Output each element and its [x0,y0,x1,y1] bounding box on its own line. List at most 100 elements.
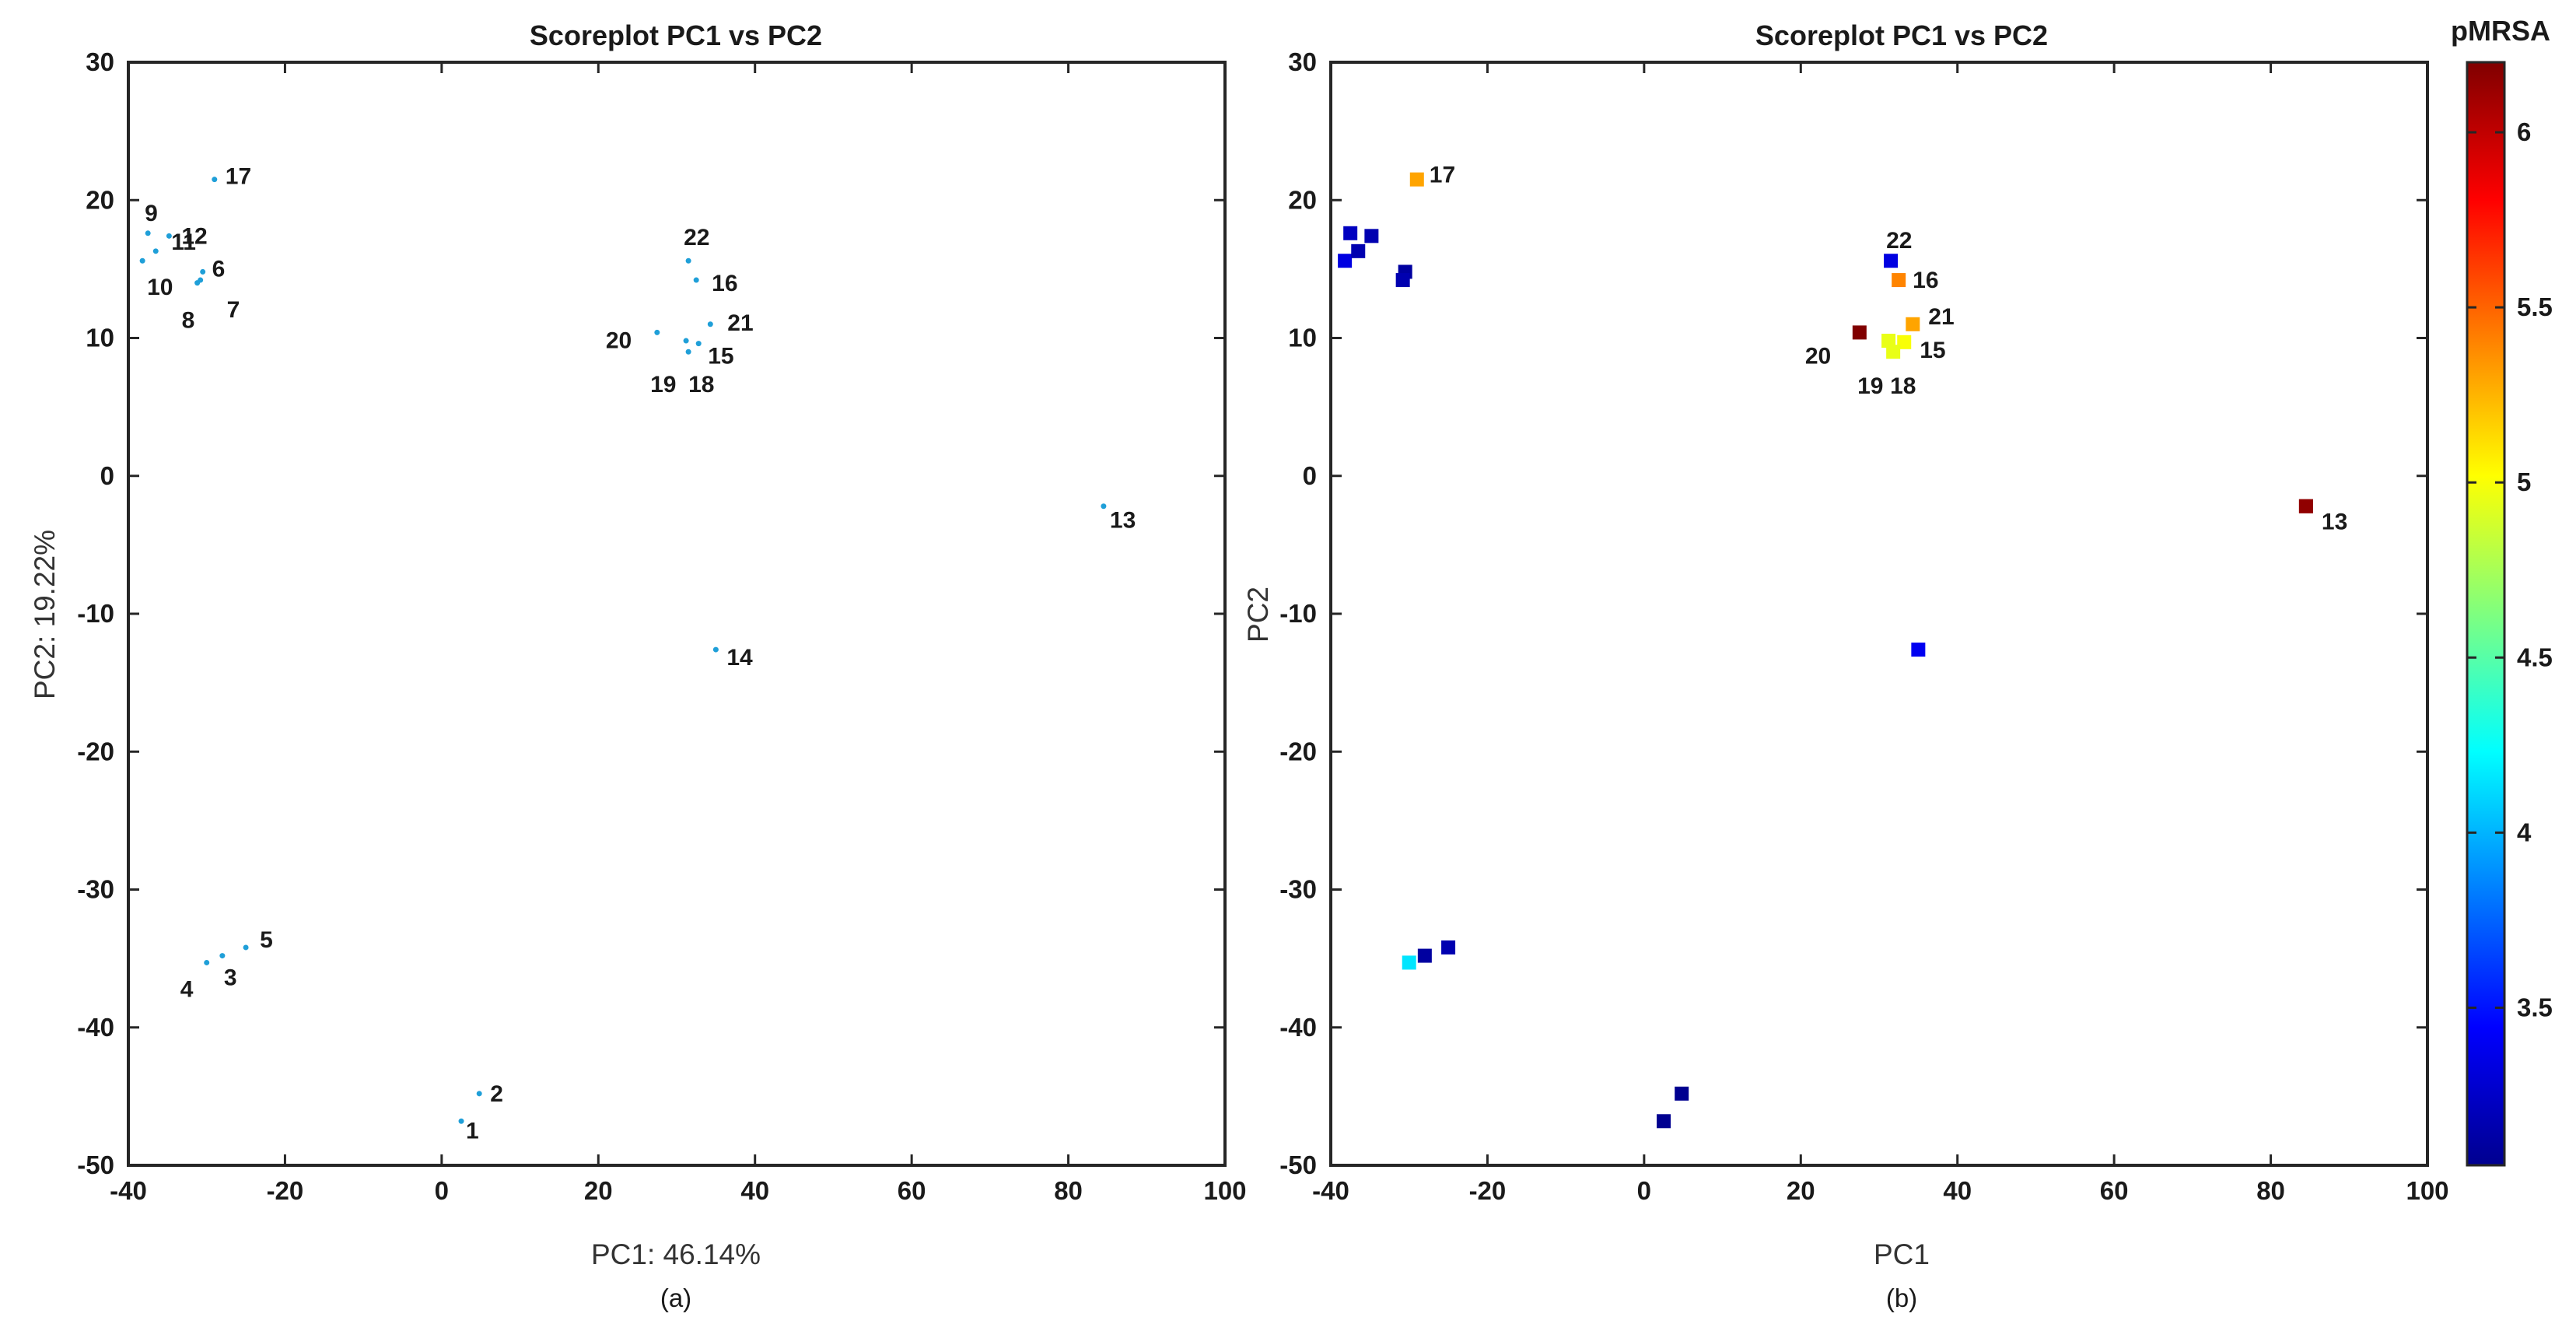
panel-b-marker-22 [1884,254,1899,268]
panel-a-caption: (a) [660,1284,691,1312]
panel-a-point-5 [243,944,249,951]
panel-b-point-label-22: 22 [1886,228,1912,254]
panel-b-marker [1911,643,1926,657]
panel-a-xtick-label: -20 [267,1176,304,1205]
colorbar-tick-label: 5 [2517,468,2531,496]
panel-a-point-label-14: 14 [726,645,753,671]
panel-a-point-label-22: 22 [684,225,709,250]
colorbar-tick-label: 4 [2517,818,2532,846]
panel-b-title: Scoreplot PC1 vs PC2 [1755,19,2048,51]
panel-b-ylabel: PC2 [1242,587,1274,643]
panel-a-point-2 [476,1091,482,1097]
panel-a-point-18 [685,349,691,355]
panel-b-xtick-label: 100 [2406,1176,2448,1205]
panel-a-ytick-label: -50 [77,1151,114,1179]
panel-a-xtick-label: 0 [435,1176,449,1205]
panel-b-ytick-label: -20 [1279,737,1317,765]
panel-b-point-label-18: 18 [1890,373,1916,399]
panel-a-point-label-8: 8 [182,308,195,334]
colorbar-tick-label: 6 [2517,117,2531,146]
panel-a-xtick-label: -40 [110,1176,147,1205]
panel-a-frame [127,61,1227,1167]
panel-a-point-label-5: 5 [260,927,273,953]
panel-b-points: 15 16 17 18 19 20 21 22 13 [1338,163,2347,1129]
panel-a-point-label-7: 7 [227,297,240,323]
panel-b-marker-17 [1409,172,1424,187]
panel-a-point-label-17: 17 [226,164,251,190]
panel-b-ytick-label: -30 [1279,875,1317,904]
panel-b-point-label-19: 19 [1857,373,1883,399]
panel-a-point-6 [200,268,206,275]
panel-b-ytick-label: -10 [1279,599,1317,628]
panel-b-ytick-label: 10 [1288,324,1317,352]
panel-a-point-9 [145,230,151,236]
panel-a-point-label-12: 12 [181,223,207,249]
panel-b-point-label-21: 21 [1928,304,1954,330]
panel-b-xtick-label: 60 [2100,1176,2129,1205]
panel-b-xtick-label: 80 [2256,1176,2285,1205]
panel-a-point-label-18: 18 [688,372,714,398]
panel-a-point-15 [695,341,702,347]
panel-b-ytick-label: 30 [1288,47,1317,76]
panel-a-ytick-label: -10 [77,599,114,628]
colorbar-tick-label: 5.5 [2517,292,2553,321]
panel-a-point-1 [458,1118,464,1124]
panel-a-point-label-20: 20 [606,327,632,353]
panel-b-marker-21 [1906,317,1920,331]
panel-a-ylabel: PC2: 19.22% [29,530,61,699]
panel-b-point-label-13: 13 [2322,510,2347,535]
panel-a-point-4 [204,959,210,965]
colorbar-tick-label: 3.5 [2517,993,2553,1021]
panel-a-point-label-3: 3 [224,965,237,991]
panel-b-xtick-label: -40 [1312,1176,1349,1205]
panel-a-point-21 [707,321,713,327]
panel-a-point-label-9: 9 [145,201,158,226]
panel-b-scoreplot: Scoreplot PC1 vs PC2 -40 -20 0 20 40 60 80 100-… [1242,15,2553,1312]
panel-a-ytick-label: 0 [100,461,114,490]
colorbar [2466,61,2506,1167]
panel-b-xlabel: PC1 [1874,1238,1930,1270]
panel-b-ytick-label: 0 [1303,461,1317,490]
panel-a-point-8 [194,280,201,286]
panel-a-ytick-label: -40 [77,1013,114,1042]
panel-a-xlabel: PC1: 46.14% [591,1238,761,1270]
panel-b-point-label-20: 20 [1805,343,1831,369]
panel-a-point-label-2: 2 [490,1081,503,1107]
panel-a-point-10 [139,257,145,264]
panel-b-point-label-15: 15 [1920,338,1945,363]
panel-a-point-13 [1101,503,1107,510]
panel-a-ytick-label: 10 [86,324,114,352]
panel-b-point-label-17: 17 [1430,163,1455,188]
panel-b-marker [1402,955,1416,970]
panel-a-point-3 [219,953,226,959]
panel-b-marker [1364,229,1379,243]
panel-a-point-19 [683,338,689,344]
panel-b-xtick-label: 40 [1943,1176,1972,1205]
panel-b-marker [1343,226,1358,240]
panel-a-point-label-15: 15 [708,344,733,370]
panel-b-marker-18 [1886,345,1901,359]
panel-a-point-label-4: 4 [180,976,194,1002]
panel-a-point-12 [166,233,172,239]
panel-b-marker [1338,254,1353,268]
panel-a-point-20 [654,329,660,335]
panel-b-xtick-label: 0 [1637,1176,1651,1205]
panel-b-marker-13 [2298,499,2313,513]
panel-b-marker [1417,948,1432,963]
panel-a-point-label-21: 21 [727,310,753,336]
panel-a-point-label-16: 16 [712,271,737,296]
panel-a-point-16 [693,277,699,283]
panel-b-marker [1395,273,1410,288]
panel-a-point-22 [685,257,691,264]
colorbar-label: pMRSA [2451,15,2550,47]
panel-b-marker-19 [1881,334,1896,349]
panel-b-marker-15 [1897,335,1912,349]
colorbar-ticks: 3.5 4 4.5 5 5.5 6 [2467,117,2553,1021]
panel-a-ytick-label: 20 [86,185,114,214]
panel-b-xtick-label: -20 [1469,1176,1507,1205]
panel-b-caption: (b) [1886,1284,1917,1312]
panel-a-title: Scoreplot PC1 vs PC2 [530,19,822,51]
